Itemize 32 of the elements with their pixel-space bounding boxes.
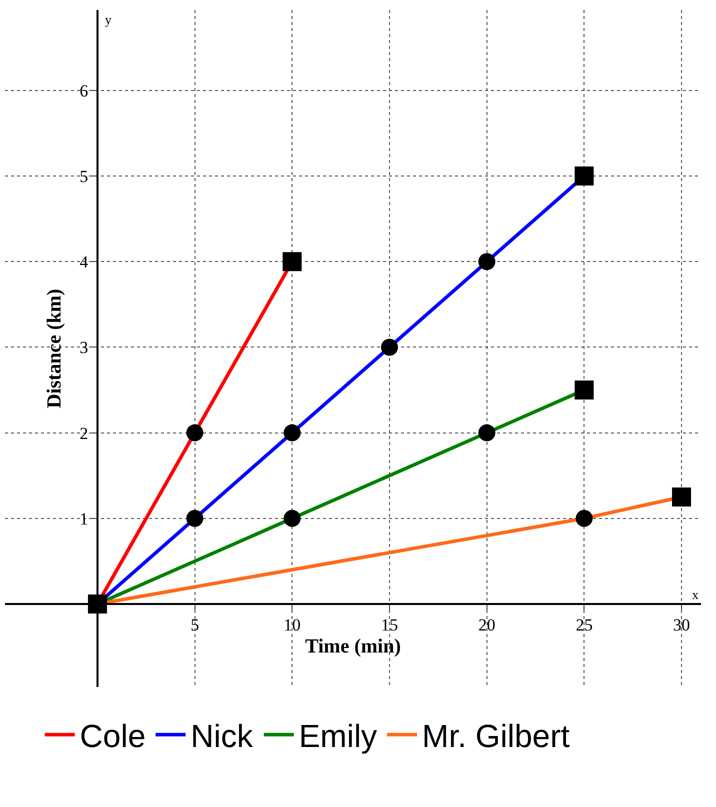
point xyxy=(478,253,496,270)
y-tick-label: 2 xyxy=(80,424,88,443)
y-tick-label: 4 xyxy=(80,252,89,272)
point xyxy=(574,380,594,400)
x-tick-label: 15 xyxy=(381,615,398,634)
point xyxy=(672,487,692,506)
y-tick-label: 1 xyxy=(80,509,88,528)
annotation: y xyxy=(105,12,112,27)
y-axis-title: Distance (km) xyxy=(44,288,66,408)
legend-label: Cole xyxy=(80,718,146,754)
y-tick-label: 6 xyxy=(80,81,88,100)
point xyxy=(478,424,496,442)
point xyxy=(284,424,301,442)
point xyxy=(576,510,593,527)
legend-label: Mr. Gilbert xyxy=(422,718,570,754)
y-tick-label: 5 xyxy=(80,166,88,186)
x-tick-label: 20 xyxy=(478,615,496,634)
y-tick-label: 3 xyxy=(80,338,88,358)
legend-label: Emily xyxy=(298,718,378,754)
x-tick-label: 30 xyxy=(673,615,690,634)
point xyxy=(282,252,302,272)
point xyxy=(186,510,204,527)
point xyxy=(284,510,301,527)
x-tick-label: 5 xyxy=(190,615,200,634)
point xyxy=(186,424,204,442)
x-tick-label: 10 xyxy=(284,615,301,634)
x-axis-title: Time (min) xyxy=(305,635,401,658)
point xyxy=(381,338,398,356)
x-tick-label: 25 xyxy=(576,615,593,634)
legend-label: Nick xyxy=(190,718,254,754)
point xyxy=(574,166,594,186)
annotation: x xyxy=(692,587,699,602)
